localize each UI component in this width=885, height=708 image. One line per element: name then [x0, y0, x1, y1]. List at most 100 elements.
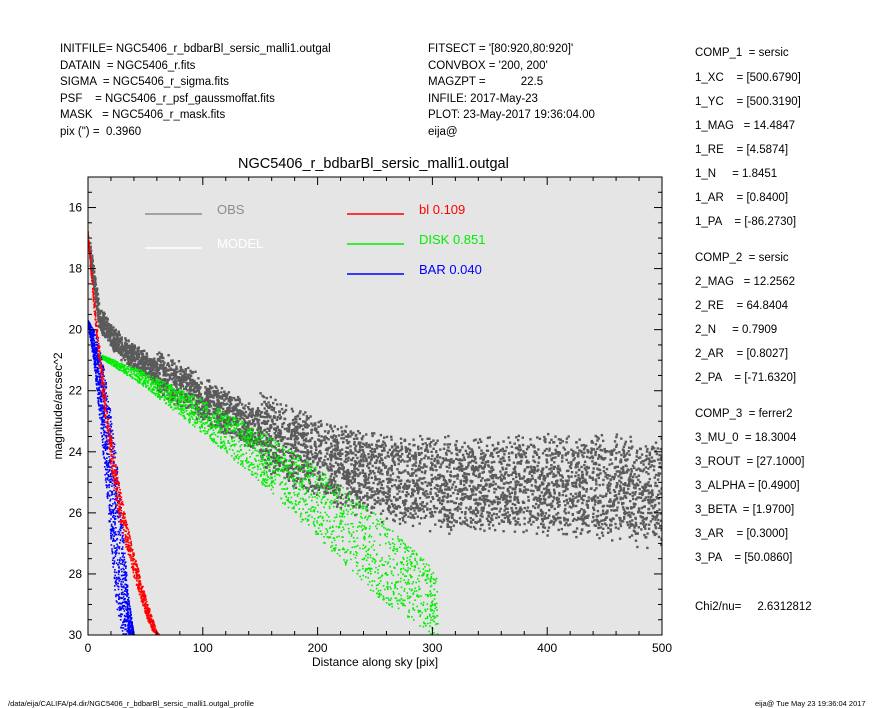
- obs-point: [481, 471, 484, 474]
- obs-point: [148, 358, 152, 361]
- obs-point: [443, 443, 446, 446]
- obs-point: [316, 453, 319, 456]
- obs-point: [196, 387, 200, 390]
- obs-point: [354, 453, 357, 457]
- obs-point: [474, 474, 477, 478]
- obs-point: [130, 355, 133, 359]
- obs-point: [276, 435, 279, 438]
- obs-point: [338, 466, 341, 470]
- obs-point: [605, 511, 608, 514]
- obs-point: [654, 481, 657, 485]
- obs-point: [644, 527, 647, 530]
- obs-point: [189, 399, 192, 402]
- obs-point: [341, 433, 344, 437]
- obs-point: [462, 483, 466, 487]
- obs-point: [460, 489, 464, 492]
- obs-point: [408, 443, 411, 446]
- obs-point: [314, 486, 317, 489]
- obs-point: [237, 419, 240, 423]
- obs-point: [145, 357, 148, 361]
- obs-point: [641, 460, 644, 463]
- obs-point: [490, 467, 493, 470]
- obs-point: [357, 430, 360, 433]
- obs-point: [456, 448, 459, 452]
- obs-point: [478, 472, 481, 475]
- header-middle-line: MAGZPT = 22.5: [428, 76, 544, 88]
- obs-point: [497, 515, 501, 519]
- obs-point: [185, 378, 188, 382]
- obs-point: [656, 513, 659, 517]
- obs-point: [190, 371, 193, 375]
- obs-point: [647, 457, 650, 460]
- obs-point: [448, 488, 452, 491]
- obs-point: [483, 494, 486, 498]
- obs-point: [267, 453, 270, 457]
- obs-point: [420, 470, 424, 474]
- obs-point: [320, 424, 323, 428]
- obs-point: [654, 484, 657, 487]
- obs-point: [554, 518, 558, 521]
- obs-point: [362, 485, 365, 489]
- obs-point: [546, 485, 549, 488]
- obs-point: [299, 424, 302, 427]
- obs-point: [142, 367, 145, 371]
- obs-point: [299, 480, 302, 483]
- obs-point: [501, 491, 505, 494]
- obs-point: [280, 449, 284, 452]
- obs-point: [641, 499, 644, 503]
- obs-point: [249, 411, 252, 414]
- obs-point: [227, 399, 230, 403]
- obs-point: [152, 364, 155, 367]
- obs-point: [627, 478, 630, 482]
- obs-point: [281, 423, 284, 426]
- obs-point: [629, 435, 632, 439]
- obs-point: [384, 501, 388, 505]
- obs-point: [574, 451, 577, 454]
- obs-point: [463, 520, 466, 523]
- obs-point: [628, 535, 631, 539]
- obs-point: [434, 476, 437, 479]
- obs-point: [277, 428, 281, 432]
- obs-point: [326, 449, 329, 452]
- param-line: 1_YC = [500.3190]: [695, 96, 801, 108]
- obs-point: [534, 484, 537, 488]
- obs-point: [434, 442, 438, 445]
- obs-point: [582, 498, 585, 502]
- obs-point: [195, 382, 199, 385]
- obs-point: [181, 404, 184, 407]
- obs-point: [325, 463, 328, 466]
- obs-point: [546, 534, 549, 537]
- obs-point: [529, 478, 533, 481]
- obs-point: [325, 423, 329, 426]
- obs-point: [377, 439, 380, 442]
- obs-point: [302, 433, 305, 436]
- obs-point: [361, 449, 364, 452]
- obs-point: [455, 446, 458, 450]
- obs-point: [647, 508, 650, 511]
- obs-point: [545, 447, 548, 451]
- obs-point: [351, 471, 354, 474]
- obs-point: [276, 440, 280, 443]
- obs-point: [110, 342, 113, 346]
- obs-point: [457, 489, 461, 493]
- obs-point: [545, 492, 548, 495]
- obs-point: [120, 347, 124, 350]
- obs-point: [634, 516, 637, 520]
- obs-point: [89, 242, 92, 245]
- obs-point: [456, 492, 459, 495]
- obs-point: [633, 483, 636, 487]
- obs-point: [382, 499, 385, 502]
- obs-point: [578, 438, 581, 441]
- obs-point: [443, 482, 446, 486]
- obs-point: [412, 501, 416, 505]
- obs-point: [99, 324, 102, 327]
- obs-point: [588, 456, 591, 460]
- obs-point: [214, 424, 217, 427]
- obs-point: [490, 461, 494, 464]
- obs-point: [516, 496, 519, 499]
- obs-point: [290, 407, 294, 411]
- obs-point: [117, 351, 120, 354]
- obs-point: [416, 492, 420, 495]
- obs-point: [462, 488, 466, 491]
- obs-point: [636, 532, 639, 535]
